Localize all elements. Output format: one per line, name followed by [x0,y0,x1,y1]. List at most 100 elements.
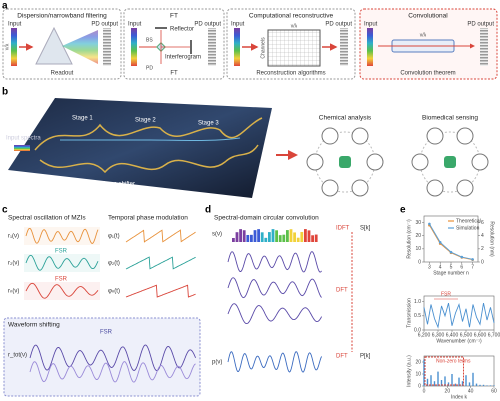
spectrum-bar [268,232,271,242]
annotation-box [424,356,464,386]
spectrum-bar [253,230,257,242]
waveform [125,256,196,270]
waveguide [34,117,263,151]
x-tick-label: 4 [439,264,442,270]
legend-label: Simulation [456,225,480,231]
stage-label: Stage 1 [72,116,93,122]
x-tick-label: 6,200 [418,332,431,338]
waveform [227,303,322,325]
point [471,258,474,261]
waveform [29,361,196,383]
input-spectrum [367,28,373,66]
row-label: r₁(ν) [8,234,19,240]
y-tick-label: 20 [415,233,421,239]
spectrum-bar [275,230,278,242]
waveguide [39,144,259,174]
annotation: Non-zero terms [436,358,471,364]
icon [366,153,384,171]
bar [437,371,439,386]
point [438,240,442,244]
bar [489,385,492,386]
bar [475,383,478,386]
op-label: DFT [336,288,348,294]
fsr-label: FSR [55,249,68,255]
x-axis-label: Wavenumber (cm⁻¹) [436,338,482,344]
waveform [25,227,99,245]
y2-axis-label: Resolution (nm) [489,221,495,257]
output-label: PD output [325,22,352,28]
op-label: IDFT [336,226,350,232]
signal-label: p(ν) [212,360,222,366]
waveform [227,277,322,299]
output-label: PD output [194,22,221,28]
spectrum-bar [282,234,286,242]
section-footer: Readout [51,71,74,77]
icon [351,179,369,197]
spectrum-bar [278,235,282,242]
bar [465,375,467,386]
point [460,255,464,259]
panel-label: e [400,205,406,216]
spectrum-bar [304,229,307,242]
x-tick-label: 7 [471,264,474,270]
y-tick-label: 0 [418,383,421,389]
x-tick-label: 40 [468,388,474,394]
spectrum-bar [257,229,260,242]
y-tick-label: 10 [415,371,421,377]
x-tick-label: 6,600 [474,332,487,338]
panel-label: a [2,1,8,12]
note: Channels [260,37,266,59]
section-title: Convolutional [408,13,448,20]
app-title: Chemical analysis [319,115,372,122]
input-spectrum [131,28,137,66]
x-tick-label: 5 [450,264,453,270]
panel-title: Waveform shifting [8,322,60,329]
bar [486,385,488,386]
dispersed-light [62,30,98,64]
pd-output [208,28,216,66]
icon [306,153,324,171]
icon [339,156,351,168]
x-tick-label: 6,700 [488,332,500,338]
x-tick-label: 6 [460,264,463,270]
stage-label: Stage 2 [135,118,156,124]
y2-tick-label: 0 [481,259,484,265]
fsr-label: FSR [100,330,113,336]
x-tick-label: 3 [428,264,431,270]
y-tick-label: 0.5 [414,313,421,319]
reflector [155,27,167,29]
row-band [24,282,100,300]
fsr-label: FSR [55,277,68,283]
note: PD [146,65,153,71]
y-tick-label: 30 [415,220,421,226]
pd-output [340,28,348,66]
plot-frame [423,295,495,331]
spectrum-bar [286,230,289,242]
y-tick-label: 1.0 [414,299,421,305]
icon [444,156,456,168]
row-label: r_tot(ν) [8,353,27,359]
bar [461,381,464,386]
app-title: Biomedical sensing [422,115,478,122]
spectrum-bar [289,229,293,242]
bar [426,378,429,386]
panel-label: c [2,205,8,216]
bar [447,382,450,386]
spectrum-bar [300,231,304,242]
bar [454,383,457,386]
bar [479,384,481,386]
y-axis-label: Intensity (a.u.) [406,355,412,387]
input-spectrum [234,28,240,66]
input-spectrum [11,28,17,66]
axis-label: ν/λ [4,43,10,50]
bar [493,385,495,386]
icon [351,127,369,145]
panel-label: b [2,87,8,98]
section-box [2,8,122,80]
section-box [123,8,225,80]
input-label: Input [231,22,245,28]
chip [8,98,272,198]
point [428,222,431,226]
bar [482,384,485,386]
